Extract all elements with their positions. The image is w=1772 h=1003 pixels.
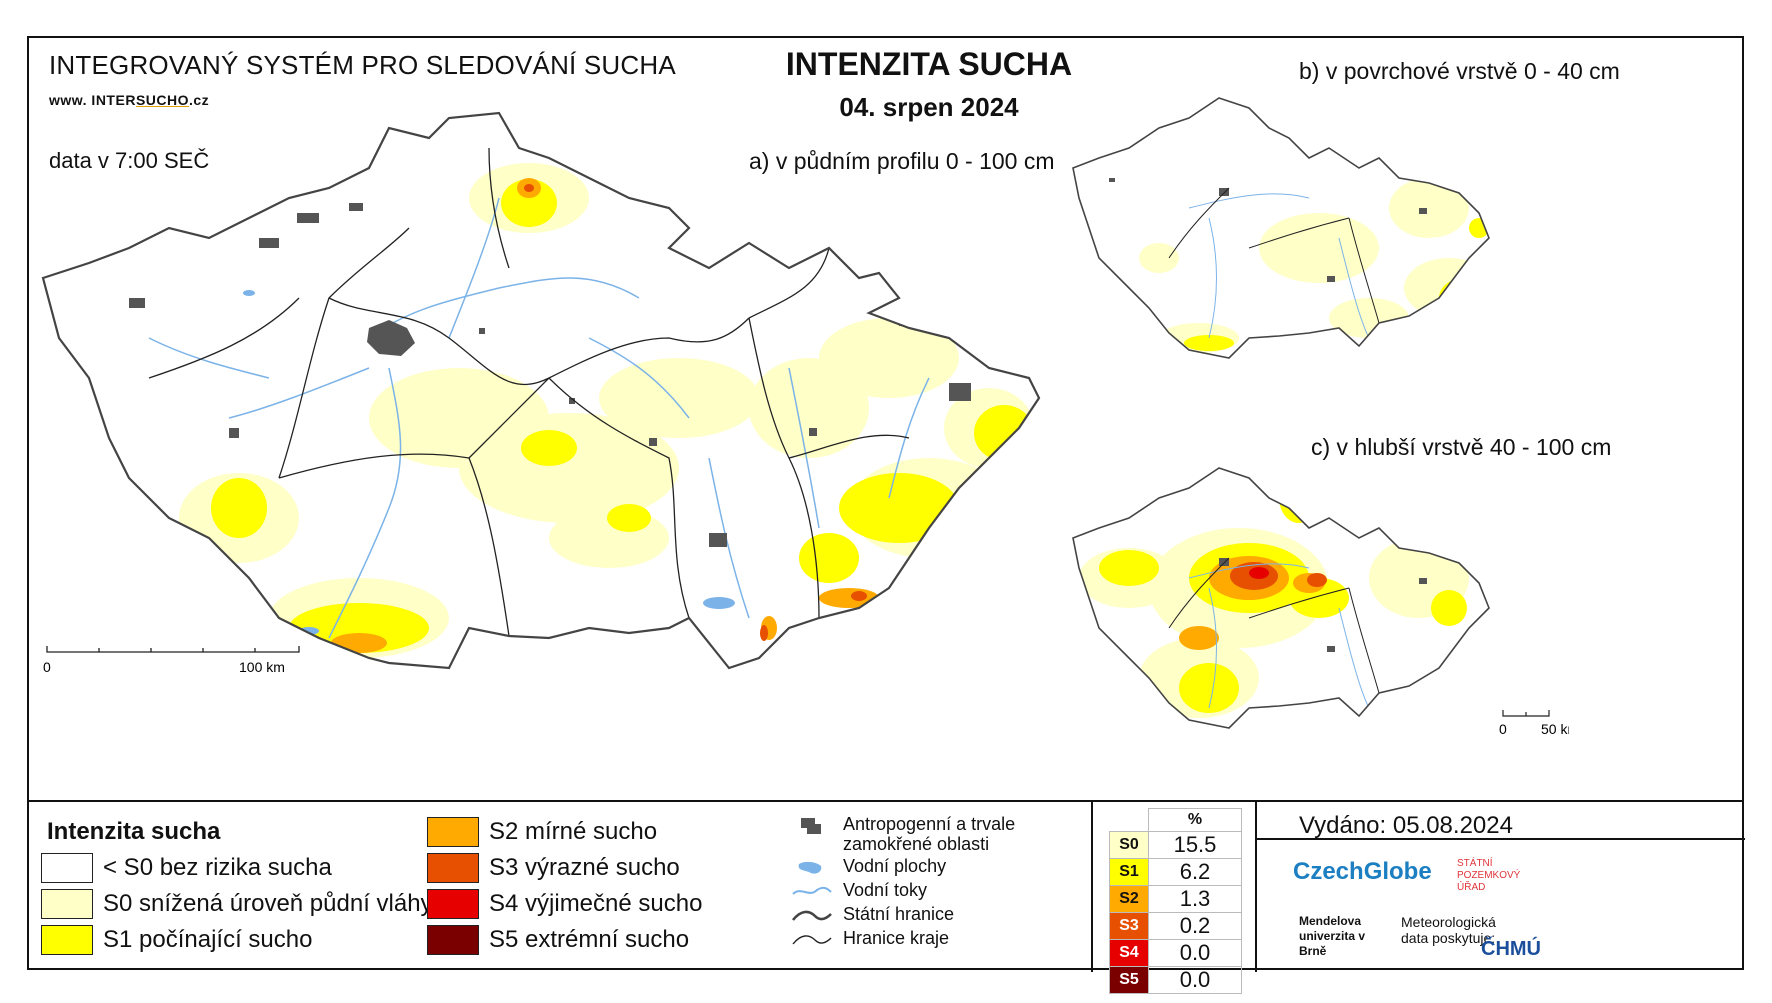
surface-drought-map[interactable]: [1069, 88, 1569, 378]
map-frame: INTEGROVANÝ SYSTÉM PRO SLEDOVÁNÍ SUCHA w…: [27, 36, 1745, 994]
legend-item-s3: S3 výrazné sucho: [427, 850, 702, 886]
percent-table: % S0 15.5 S1 6.2 S2 1.3 S3 0.2 S4 0.0 S5…: [1109, 808, 1242, 994]
percent-row-s4: S4 0.0: [1109, 939, 1242, 967]
main-map-label: a) v půdním profilu 0 - 100 cm: [749, 148, 1055, 174]
legend-item-s2: S2 mírné sucho: [427, 814, 702, 850]
legend-separator: [29, 800, 1744, 802]
swatch-none: [41, 853, 93, 883]
symbol-item-urban: Antropogenní a trvale zamokřené oblasti: [789, 814, 1049, 856]
symbol-item-region-border: Hranice kraje: [789, 928, 1049, 952]
spu-logo[interactable]: STÁTNÍ POZEMKOVÝ ÚŘAD: [1457, 858, 1521, 893]
page-date: 04. srpen 2024: [839, 92, 1019, 122]
percent-row-s1: S1 6.2: [1109, 858, 1242, 886]
swatch-s3: [427, 853, 479, 883]
chmu-logo[interactable]: ČHMÚ: [1481, 938, 1541, 960]
swatch-s2: [427, 817, 479, 847]
svg-text:50 km: 50 km: [1541, 721, 1569, 737]
legend-item-s1: S1 počínající sucho: [41, 922, 433, 958]
percent-row-s5: S5 0.0: [1109, 966, 1242, 994]
system-name: INTEGROVANÝ SYSTÉM PRO SLEDOVÁNÍ SUCHA: [49, 50, 676, 80]
swatch-s1: [41, 925, 93, 955]
website-link[interactable]: www. INTERSUCHO.cz: [49, 92, 210, 108]
river-icon: [792, 886, 832, 895]
legend-title: Intenzita sucha: [47, 818, 221, 845]
divider-1: [1091, 800, 1093, 972]
percent-row-s0: S0 15.5: [1109, 831, 1242, 859]
percent-row-s3: S3 0.2: [1109, 912, 1242, 940]
symbol-legend: Antropogenní a trvale zamokřené oblasti …: [789, 814, 1049, 952]
svg-text:100 km: 100 km: [239, 659, 285, 675]
main-scale-bar: 0 100 km: [43, 646, 300, 675]
legend-item-none: < S0 bez rizika sucha: [41, 850, 433, 886]
main-drought-map[interactable]: 0 100 km: [29, 38, 1744, 798]
state-border-icon: [791, 910, 832, 921]
symbol-item-state-border: Státní hranice: [789, 904, 1049, 928]
issued-date: Vydáno: 05.08.2024: [1299, 812, 1513, 839]
deep-drought-map[interactable]: 0 50 km: [1069, 458, 1569, 768]
legend-column-2: S2 mírné sucho S3 výrazné sucho S4 výjim…: [427, 814, 702, 958]
czechglobe-logo[interactable]: CzechGlobe: [1293, 858, 1432, 885]
small-scale-bar: 0 50 km: [1499, 710, 1569, 737]
swatch-s5: [427, 925, 479, 955]
legend-item-s4: S4 výjimečné sucho: [427, 886, 702, 922]
data-time: data v 7:00 SEČ: [49, 148, 210, 173]
deep-map-label: c) v hlubší vrstvě 40 - 100 cm: [1311, 434, 1612, 460]
mendel-logo[interactable]: Mendelova univerzita v Brně: [1299, 914, 1366, 958]
urban-area-icon: [801, 818, 821, 834]
meteo-credit: Meteorologická data poskytuje:: [1401, 914, 1496, 946]
swatch-s0: [41, 889, 93, 919]
region-border-icon: [792, 935, 832, 945]
legend-item-s5: S5 extrémní sucho: [427, 922, 702, 958]
symbol-item-water: Vodní plochy: [789, 856, 1049, 880]
legend-column-1: < S0 bez rizika sucha S0 snížená úroveň …: [41, 850, 433, 958]
divider-2: [1255, 800, 1257, 972]
symbol-item-river: Vodní toky: [789, 880, 1049, 904]
surface-map-label: b) v povrchové vrstvě 0 - 40 cm: [1299, 58, 1620, 84]
percent-table-header: %: [1110, 808, 1242, 832]
page-title: INTENZITA SUCHA: [785, 46, 1073, 82]
percent-row-s2: S2 1.3: [1109, 885, 1242, 913]
legend-item-s0: S0 snížená úroveň půdní vláhy: [41, 886, 433, 922]
svg-text:0: 0: [1499, 721, 1507, 737]
swatch-s4: [427, 889, 479, 919]
water-body-icon: [798, 861, 822, 874]
svg-text:0: 0: [43, 659, 51, 675]
issued-separator: [1257, 838, 1745, 840]
